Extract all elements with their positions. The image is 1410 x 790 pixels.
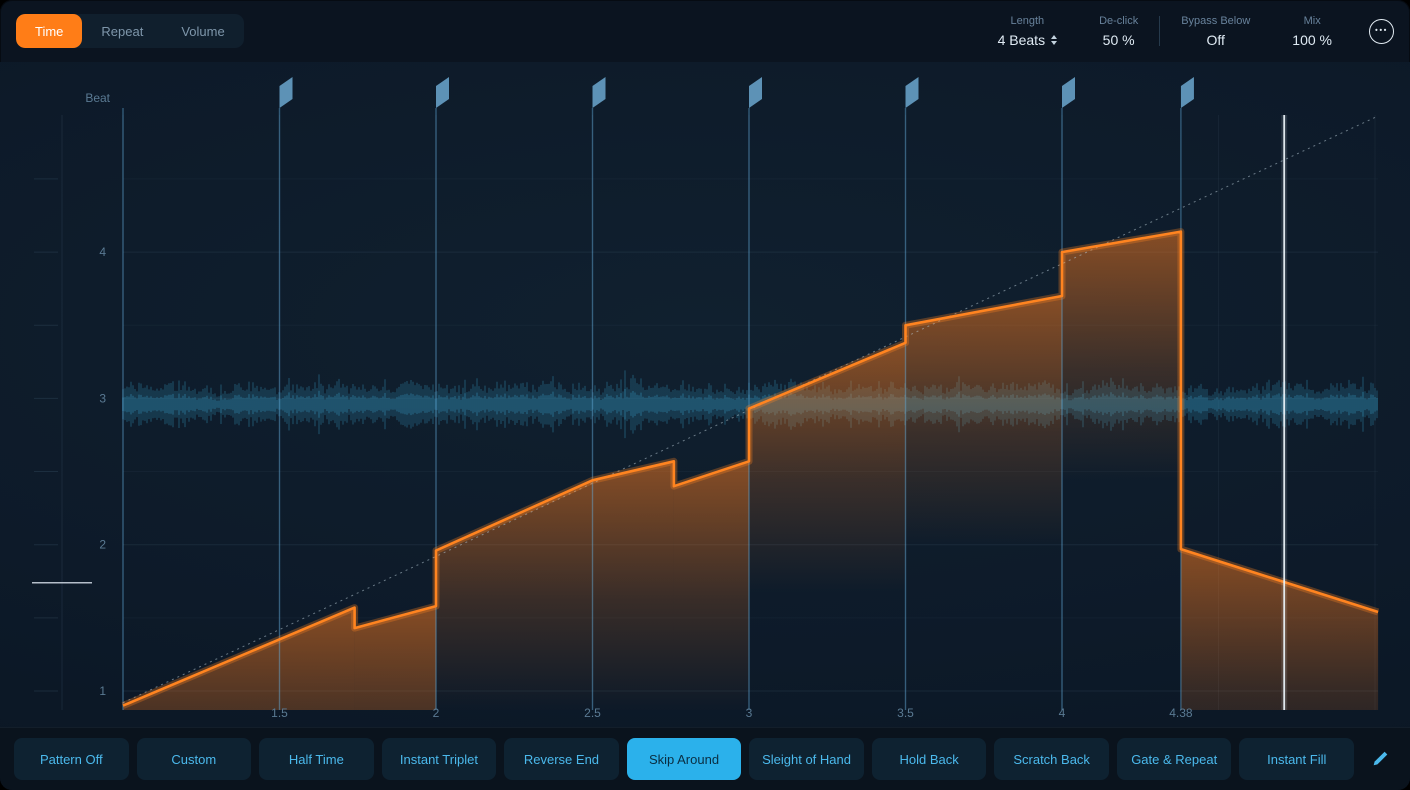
x-tick-label: 1.5 bbox=[271, 706, 288, 720]
param-divider bbox=[1159, 16, 1161, 46]
slice-flag[interactable] bbox=[905, 77, 919, 108]
pattern-button-hold-back[interactable]: Hold Back bbox=[871, 738, 987, 780]
edit-pattern-button[interactable] bbox=[1362, 738, 1398, 780]
tab-volume[interactable]: Volume bbox=[181, 23, 225, 39]
param-value-field[interactable]: 50 % bbox=[1103, 32, 1135, 48]
y-tick-label: 4 bbox=[99, 245, 106, 259]
pattern-button-custom[interactable]: Custom bbox=[136, 738, 252, 780]
param-value-field[interactable]: 4 Beats bbox=[997, 31, 1058, 48]
slice-flag[interactable] bbox=[1180, 77, 1194, 108]
axis-labels: Beat 4 3 2 1 1.5 2 2.5 3 3.5 4 4.38 bbox=[85, 91, 1193, 720]
y-tick-label: 1 bbox=[99, 684, 106, 698]
beat-axis-label: Beat bbox=[85, 91, 110, 105]
param-bypass-below: Bypass Below Off bbox=[1160, 15, 1271, 48]
param-value-field[interactable]: 100 % bbox=[1292, 32, 1332, 48]
pattern-button-pattern-off[interactable]: Pattern Off bbox=[14, 738, 129, 780]
slice-flag[interactable] bbox=[279, 77, 293, 108]
header-right: Length 4 Beats De-click 50 % Bypass Below Off… bbox=[977, 15, 1394, 48]
param-de-click: De-click 50 % bbox=[1078, 15, 1159, 48]
param-length: Length 4 Beats bbox=[977, 15, 1078, 48]
time-editor-graph[interactable]: Beat 4 3 2 1 1.5 2 2.5 3 3.5 4 4.38 bbox=[0, 62, 1410, 727]
pattern-button-half-time[interactable]: Half Time bbox=[259, 738, 374, 780]
slice-flag[interactable] bbox=[749, 77, 762, 108]
x-tick-label: 2.5 bbox=[584, 706, 601, 720]
x-tick-label: 3 bbox=[746, 706, 753, 720]
x-tick-label: 2 bbox=[433, 706, 440, 720]
x-tick-label: 4.38 bbox=[1169, 706, 1193, 720]
param-value-text: 100 % bbox=[1292, 31, 1332, 48]
y-tick-label: 3 bbox=[99, 391, 106, 405]
tab-repeat[interactable]: Repeat bbox=[101, 23, 144, 39]
slice-flag[interactable] bbox=[436, 77, 449, 108]
slice-flag[interactable] bbox=[592, 77, 606, 108]
param-label: Mix bbox=[1303, 14, 1321, 27]
time-curve[interactable] bbox=[122, 230, 1379, 707]
graph-canvas[interactable]: Beat 4 3 2 1 1.5 2 2.5 3 3.5 4 4.38 bbox=[0, 62, 1410, 728]
param-label: Bypass Below bbox=[1181, 14, 1251, 27]
param-value-text: 50 % bbox=[1102, 31, 1135, 48]
pattern-button-instant-fill[interactable]: Instant Fill bbox=[1239, 738, 1355, 780]
param-label: De-click bbox=[1099, 14, 1139, 27]
pattern-button-gate-repeat[interactable]: Gate & Repeat bbox=[1116, 738, 1232, 780]
tab-time[interactable]: Time bbox=[16, 14, 83, 48]
left-ruler bbox=[32, 115, 92, 710]
stepper-icon[interactable] bbox=[1051, 34, 1058, 45]
pattern-button-instant-triplet[interactable]: Instant Triplet bbox=[381, 738, 497, 780]
param-label: Length bbox=[1010, 14, 1045, 27]
param-value-text: 4 Beats bbox=[997, 31, 1046, 48]
view-mode-tabs: Time Repeat Volume bbox=[16, 14, 244, 48]
slice-flags bbox=[279, 77, 1194, 108]
param-value-field[interactable]: Off bbox=[1207, 32, 1225, 48]
pattern-button-sleight-of-hand[interactable]: Sleight of Hand bbox=[749, 738, 864, 780]
slice-flag[interactable] bbox=[1062, 77, 1075, 108]
pencil-icon bbox=[1373, 751, 1388, 766]
x-tick-label: 4 bbox=[1059, 706, 1066, 720]
x-tick-label: 3.5 bbox=[897, 706, 914, 720]
ellipsis-icon: ••• bbox=[1375, 25, 1388, 35]
header-bar: Time Repeat Volume Length 4 Beats De-click 50… bbox=[0, 0, 1410, 62]
param-value-text: Off bbox=[1206, 31, 1225, 48]
param-mix: Mix 100 % bbox=[1271, 15, 1353, 48]
y-tick-label: 2 bbox=[99, 538, 106, 552]
curve-fill bbox=[123, 231, 1379, 710]
more-options-button[interactable]: ••• bbox=[1369, 18, 1394, 44]
params-group: Length 4 Beats De-click 50 % Bypass Below Off… bbox=[977, 15, 1353, 48]
pattern-button-scratch-back[interactable]: Scratch Back bbox=[994, 738, 1109, 780]
pattern-bar: Pattern Off Custom Half Time Instant Triple… bbox=[0, 727, 1410, 790]
pattern-button-reverse-end[interactable]: Reverse End bbox=[504, 738, 619, 780]
pattern-button-skip-around[interactable]: Skip Around bbox=[626, 738, 742, 780]
